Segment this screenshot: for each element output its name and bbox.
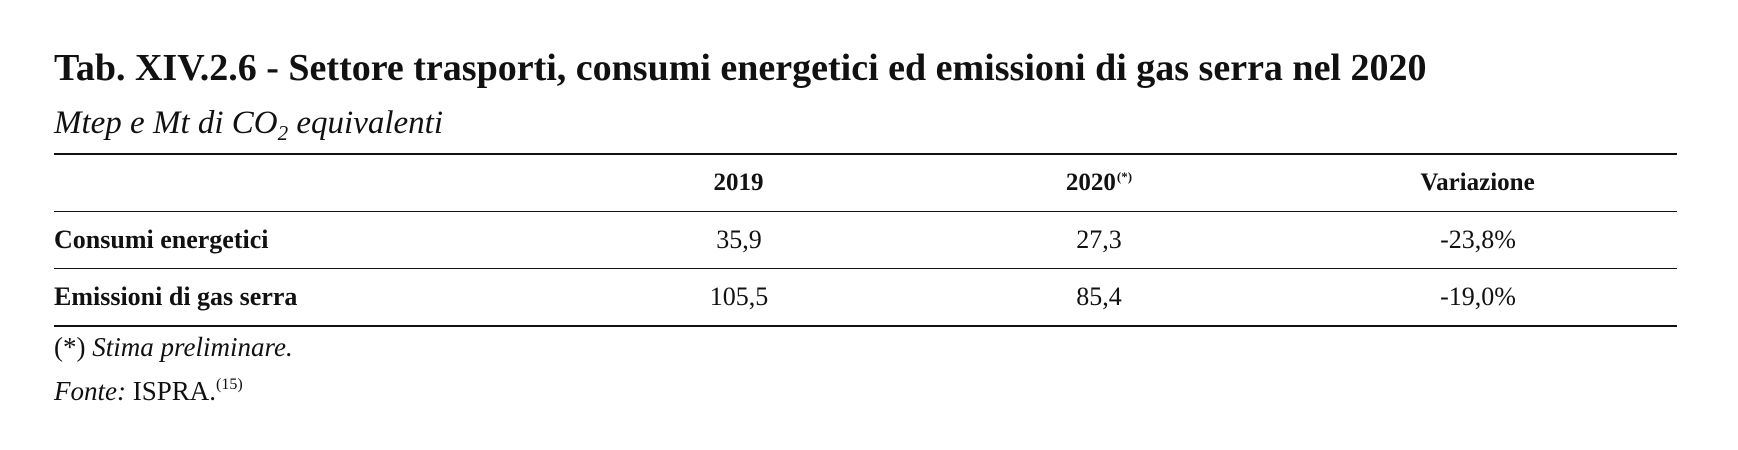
source-note: Fonte: ISPRA.(15) (54, 374, 243, 408)
row-label: Consumi energetici (54, 225, 269, 254)
table-cell: 27,3 (1076, 225, 1122, 254)
table-cell: -19,0% (1440, 282, 1516, 311)
subtitle-units-suffix: equivalenti (288, 105, 443, 141)
source-label: Fonte: (54, 376, 126, 406)
column-header-marker: (*) (1116, 169, 1133, 184)
column-header-variazione: Variazione (1279, 154, 1677, 212)
table-cell: 85,4 (1076, 282, 1122, 311)
column-header-label: 2019 (713, 169, 764, 196)
table-subtitle: Mtep e Mt di CO2 equivalenti (54, 103, 443, 145)
column-header-label: 2020 (1065, 169, 1116, 196)
table-title: Tab. XIV.2.6 - Settore trasporti, consum… (54, 47, 1427, 89)
subtitle-units: Mtep e Mt di CO (54, 105, 278, 141)
data-table: 2019 2020(*) Variazione Consumi energeti… (54, 153, 1677, 327)
column-header-2019: 2019 (559, 154, 919, 212)
header-empty-cell (54, 154, 559, 212)
table-cell: 105,5 (709, 282, 769, 311)
table-cell: -23,8% (1440, 225, 1516, 254)
footnote-text: Stima preliminare. (92, 332, 293, 362)
footnote: (*) Stima preliminare. (54, 330, 293, 364)
column-header-label: Variazione (1420, 169, 1535, 196)
row-label: Emissioni di gas serra (54, 282, 298, 311)
table-row: Consumi energetici 35,9 27,3 -23,8% (54, 212, 1677, 269)
source-reference: (15) (216, 376, 243, 393)
column-header-2020: 2020(*) (919, 154, 1279, 212)
table-header-row: 2019 2020(*) Variazione (54, 154, 1677, 212)
table-row: Emissioni di gas serra 105,5 85,4 -19,0% (54, 269, 1677, 326)
footnote-marker: (*) (54, 332, 86, 362)
subtitle-subscript: 2 (277, 121, 289, 145)
source-text: ISPRA. (132, 376, 217, 406)
table-cell: 35,9 (716, 225, 762, 254)
